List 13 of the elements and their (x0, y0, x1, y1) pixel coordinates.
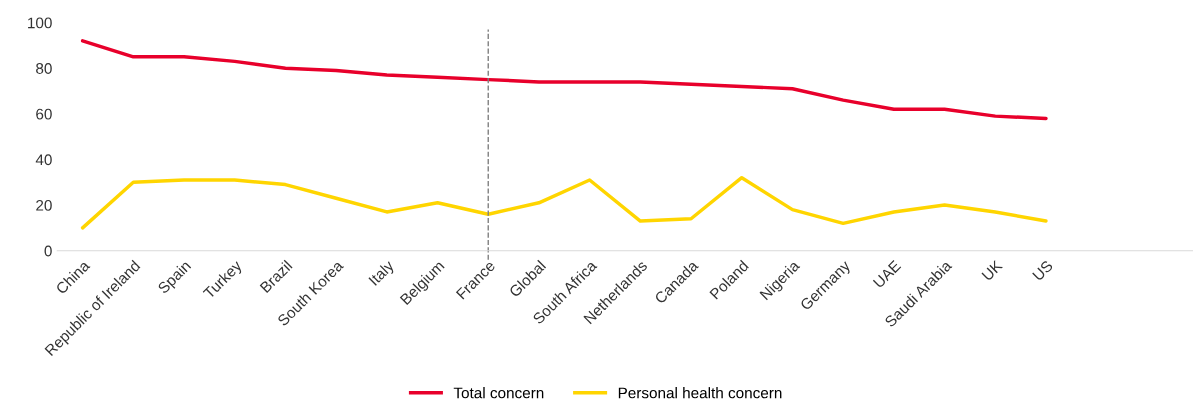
y-tick-label: 20 (36, 199, 52, 211)
y-tick-label: 40 (35, 154, 52, 166)
y-tick-label: 60 (36, 108, 52, 120)
x-tick-label: UK (981, 259, 1004, 282)
legend-label: Total concern (453, 387, 544, 399)
y-tick-label: 0 (44, 245, 52, 257)
y-tick-label: 80 (36, 63, 52, 74)
line-series (80, 39, 1048, 121)
line-series (80, 175, 1048, 230)
legend-label: Personal health concern (618, 387, 782, 399)
x-tick-label: Italy (368, 259, 397, 288)
x-tick-label: US (1032, 259, 1054, 282)
y-tick-label: 100 (28, 17, 52, 29)
